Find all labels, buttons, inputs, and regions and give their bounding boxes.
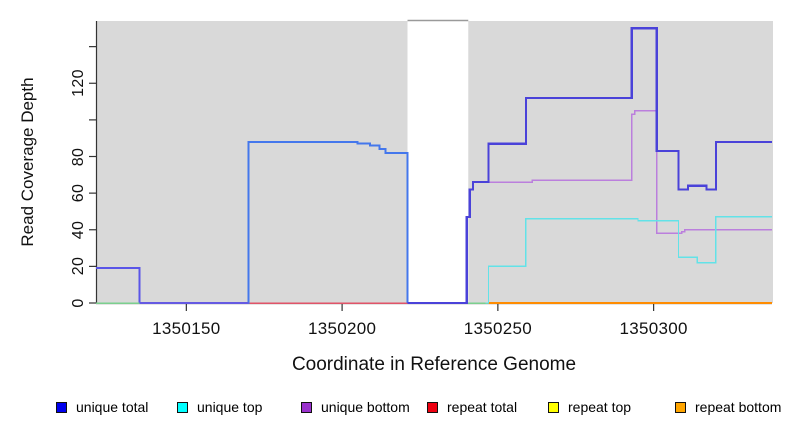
y-tick-label: 60: [70, 183, 87, 203]
legend-swatch-unique-total: [56, 401, 67, 413]
y-tick-label: 40: [70, 220, 87, 239]
x-axis-title: Coordinate in Reference Genome: [291, 354, 577, 375]
y-tick-label: 20: [70, 257, 87, 276]
legend-item-unique-bottom: unique bottom: [301, 399, 410, 415]
y-axis-title: Read Coverage Depth: [18, 77, 37, 247]
series-unique-total: [407, 27, 772, 305]
y-tick-label: 80: [70, 147, 87, 166]
y-tick-label: 120: [70, 69, 87, 98]
y-tick-label: 0: [70, 298, 87, 308]
x-tick-label: 1350300: [619, 319, 688, 338]
legend-item-unique-top: unique top: [177, 399, 262, 415]
legend-item-repeat-total: repeat total: [427, 399, 517, 415]
legend-swatch-unique-bottom: [301, 401, 312, 413]
legend-item-repeat-top: repeat top: [548, 399, 631, 415]
x-tick-label: 1350200: [307, 319, 377, 338]
legend-label: repeat bottom: [695, 399, 782, 415]
legend-label: repeat total: [447, 399, 518, 415]
coverage-plot: [89, 19, 773, 311]
series-unique-total-left-box-: [139, 140, 409, 304]
legend-label: unique bottom: [321, 399, 410, 415]
masked-region: [407, 21, 469, 303]
legend-label: unique total: [76, 399, 149, 415]
legend-swatch-repeat-top: [548, 401, 559, 413]
series-unique-top: [485, 216, 772, 304]
series-unique-total-left-plateau-: [96, 267, 141, 303]
x-tick-label: 1350150: [152, 319, 221, 338]
legend-item-repeat-bottom: repeat bottom: [675, 399, 781, 415]
x-tick-label: 1350250: [463, 319, 532, 338]
legend-swatch-unique-top: [177, 401, 188, 413]
legend-item-unique-total: unique total: [56, 399, 148, 415]
legend-swatch-repeat-bottom: [675, 401, 686, 413]
legend-label: unique top: [197, 399, 263, 415]
legend-label: repeat top: [568, 399, 632, 415]
legend-swatch-repeat-total: [427, 401, 438, 413]
